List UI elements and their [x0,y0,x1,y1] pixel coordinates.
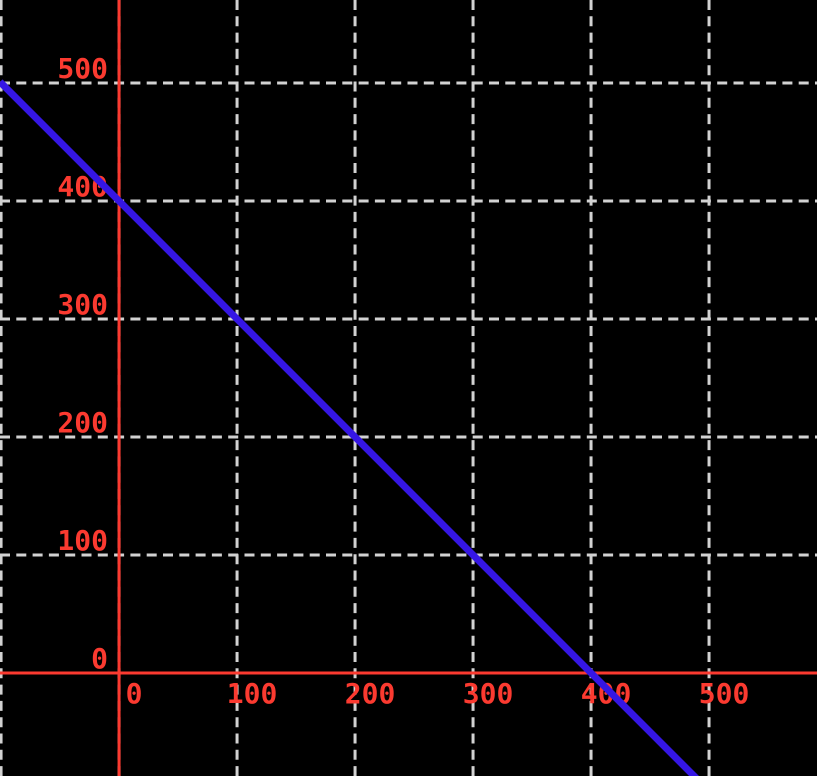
y-tick-label: 0 [91,642,108,675]
y-tick-label: 200 [57,406,108,439]
x-tick-label: 0 [126,677,143,710]
x-tick-label: 300 [463,677,514,710]
x-tick-label: 100 [227,677,278,710]
y-tick-label: 400 [57,170,108,203]
y-tick-label: 100 [57,524,108,557]
data-line [0,79,699,776]
x-tick-label: 500 [699,677,750,710]
y-tick-label: 300 [57,288,108,321]
x-tick-label: 200 [345,677,396,710]
y-tick-label: 500 [57,52,108,85]
